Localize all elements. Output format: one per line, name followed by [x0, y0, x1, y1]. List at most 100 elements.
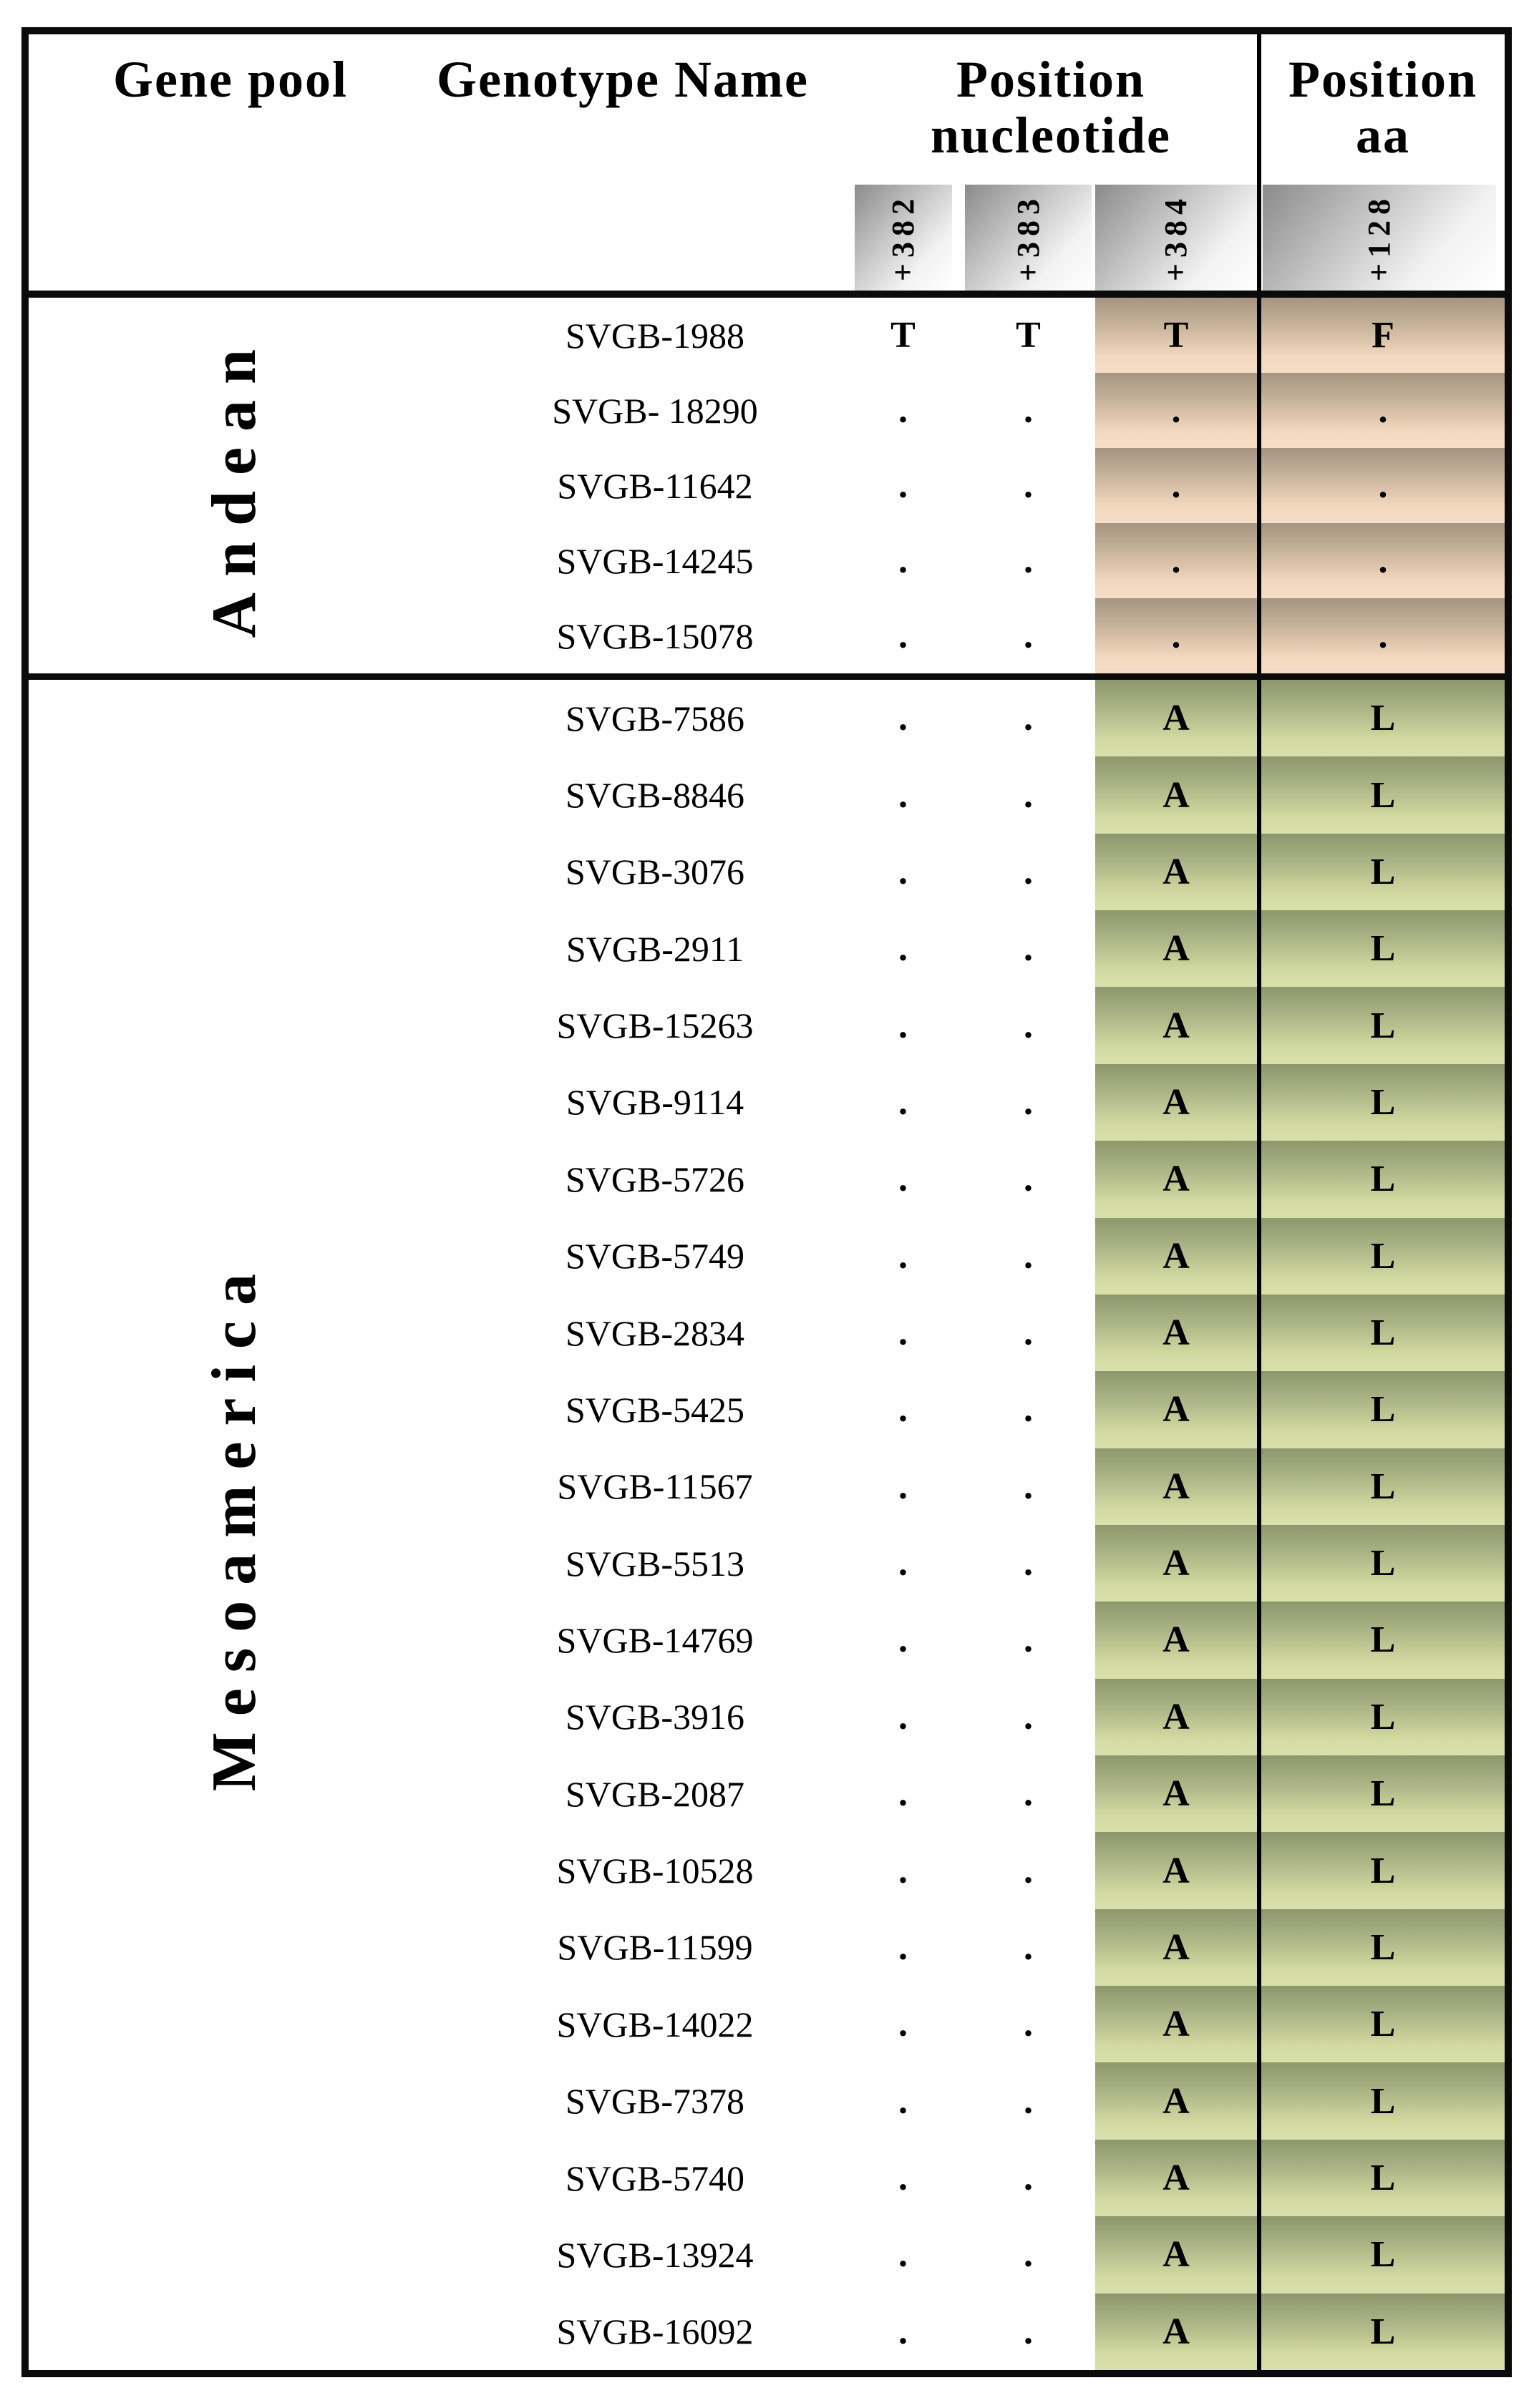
- nucleotide-384-cell: A: [1095, 1294, 1257, 1372]
- position-383-header-box: +383: [965, 185, 1092, 291]
- genotype-name-cell: SVGB-5740: [565, 2158, 745, 2198]
- nucleotide-383-cell: .: [1024, 1005, 1033, 1046]
- nucleotide-383-cell: .: [1024, 1850, 1033, 1891]
- nucleotide-382-cell: .: [898, 774, 908, 816]
- aa-128-cell: .: [1257, 598, 1505, 673]
- genotype-name-cell: SVGB- 18290: [552, 390, 758, 431]
- position-384-header-box: +384: [1095, 185, 1257, 291]
- header-divider-rule: [29, 291, 1505, 298]
- nucleotide-382-cell: .: [898, 1926, 908, 1968]
- aa-128-cell: L: [1257, 1909, 1505, 1987]
- nucleotide-382-cell: .: [898, 928, 908, 970]
- aa-128-cell: L: [1257, 2139, 1505, 2217]
- position-382-label: +382: [885, 193, 921, 282]
- nucleotide-384-cell: A: [1095, 1141, 1257, 1218]
- table-row: SVGB-8846 . . A L: [401, 756, 1505, 834]
- aa-128-cell: L: [1257, 1217, 1505, 1295]
- table-row: SVGB-5513 . . A L: [401, 1524, 1505, 1602]
- table-row: SVGB-14769 . . A L: [401, 1602, 1505, 1679]
- table-row: SVGB-3916 . . A L: [401, 1678, 1505, 1756]
- nucleotide-382-cell: .: [898, 1081, 908, 1123]
- table-row: SVGB-2087 . . A L: [401, 1755, 1505, 1833]
- genotype-name-cell: SVGB-11642: [557, 465, 753, 506]
- nucleotide-382-cell: .: [898, 1696, 908, 1737]
- gene-pool-header: Gene pool: [29, 34, 401, 175]
- nucleotide-384-cell: .: [1095, 523, 1257, 598]
- table-row: SVGB-15078 . . . .: [401, 598, 1505, 673]
- nucleotide-384-cell: .: [1095, 598, 1257, 673]
- genotype-name-cell: SVGB-2834: [565, 1312, 745, 1353]
- table-row: SVGB-16092 . . A L: [401, 2293, 1505, 2370]
- nucleotide-383-cell: T: [1016, 315, 1041, 356]
- nucleotide-383-cell: .: [1024, 1926, 1033, 1968]
- position-aa-header: Position aa: [1257, 34, 1505, 175]
- nucleotide-384-cell: A: [1095, 2216, 1257, 2294]
- subheader-spacer-genotype: [401, 175, 845, 291]
- position-nucleotide-header: Position nucleotide: [845, 34, 1257, 175]
- nucleotide-384-cell: A: [1095, 1217, 1257, 1295]
- nucleotide-382-cell: .: [898, 390, 908, 431]
- nucleotide-384-cell: A: [1095, 1602, 1257, 1679]
- table-header-row: Gene pool Genotype Name Position nucleot…: [29, 34, 1505, 175]
- aa-128-cell: .: [1257, 448, 1505, 523]
- genotype-name-cell: SVGB-8846: [565, 775, 745, 816]
- genotype-position-table: Gene pool Genotype Name Position nucleot…: [21, 27, 1512, 2377]
- aa-128-cell: F: [1257, 298, 1505, 373]
- nucleotide-383-cell: .: [1024, 2158, 1033, 2198]
- genotype-name-header: Genotype Name: [401, 34, 845, 175]
- genotype-name-header-label: Genotype Name: [437, 51, 809, 108]
- nucleotide-384-cell: A: [1095, 1755, 1257, 1833]
- nucleotide-383-cell: .: [1024, 1466, 1033, 1507]
- nucleotide-382-cell: .: [898, 1543, 908, 1584]
- gene-pool-header-label: Gene pool: [112, 51, 348, 108]
- genotype-name-cell: SVGB-7586: [565, 698, 745, 739]
- section-andean: Andean SVGB-1988 T T T F SVGB- 18290 . .…: [29, 298, 1505, 673]
- nucleotide-384-cell: A: [1095, 2062, 1257, 2140]
- nucleotide-382-cell: .: [898, 851, 908, 892]
- nucleotide-383-cell: .: [1024, 1235, 1033, 1277]
- aa-128-cell: L: [1257, 1832, 1505, 1909]
- nucleotide-382-cell: T: [890, 315, 916, 356]
- nucleotide-382-cell: .: [898, 615, 908, 656]
- nucleotide-384-cell: A: [1095, 756, 1257, 834]
- position-subheader-row: +382 +383 +384 +128: [29, 175, 1505, 291]
- position-382-header-box: +382: [854, 185, 952, 291]
- aa-128-cell: .: [1257, 523, 1505, 598]
- nucleotide-384-cell: .: [1095, 373, 1257, 448]
- table-row: SVGB-7378 . . A L: [401, 2062, 1505, 2140]
- genotype-name-cell: SVGB-14022: [556, 2004, 754, 2044]
- aa-128-cell: L: [1257, 1294, 1505, 1372]
- nucleotide-382-cell: .: [898, 2234, 908, 2276]
- table-row: SVGB-5749 . . A L: [401, 1217, 1505, 1295]
- nucleotide-384-cell: A: [1095, 1063, 1257, 1141]
- table-row: SVGB-14022 . . A L: [401, 1986, 1505, 2063]
- nucleotide-382-cell: .: [898, 2311, 908, 2352]
- nucleotide-382-cell: .: [898, 1235, 908, 1277]
- nucleotide-383-cell: .: [1024, 1312, 1033, 1354]
- position-384-header-cell: +384: [1095, 175, 1257, 291]
- nucleotide-384-cell: A: [1095, 680, 1257, 757]
- table-row: SVGB-7586 . . A L: [401, 680, 1505, 757]
- aa-128-cell: L: [1257, 2216, 1505, 2294]
- position-384-label: +384: [1158, 193, 1193, 282]
- nucleotide-382-cell: .: [898, 1773, 908, 1815]
- nucleotide-383-cell: .: [1024, 390, 1033, 431]
- genotype-name-cell: SVGB-3076: [565, 852, 745, 892]
- aa-128-cell: L: [1257, 910, 1505, 988]
- table-row: SVGB-10528 . . A L: [401, 1832, 1505, 1909]
- position-383-header-cell: +383: [961, 175, 1095, 291]
- aa-128-cell: L: [1257, 1986, 1505, 2063]
- nucleotide-382-cell: .: [898, 698, 908, 739]
- subheader-spacer-pool: [29, 175, 401, 291]
- nucleotide-383-cell: .: [1024, 774, 1033, 816]
- nucleotide-383-cell: .: [1024, 465, 1033, 506]
- nucleotide-384-cell: A: [1095, 1832, 1257, 1909]
- aa-128-cell: L: [1257, 1371, 1505, 1448]
- aa-128-cell: L: [1257, 1141, 1505, 1218]
- nucleotide-382-cell: .: [898, 1619, 908, 1661]
- genotype-name-cell: SVGB-14245: [556, 540, 754, 581]
- genotype-name-cell: SVGB-10528: [556, 1851, 754, 1891]
- table-row: SVGB-5425 . . A L: [401, 1371, 1505, 1448]
- nucleotide-383-cell: .: [1024, 1619, 1033, 1661]
- nucleotide-384-cell: A: [1095, 833, 1257, 911]
